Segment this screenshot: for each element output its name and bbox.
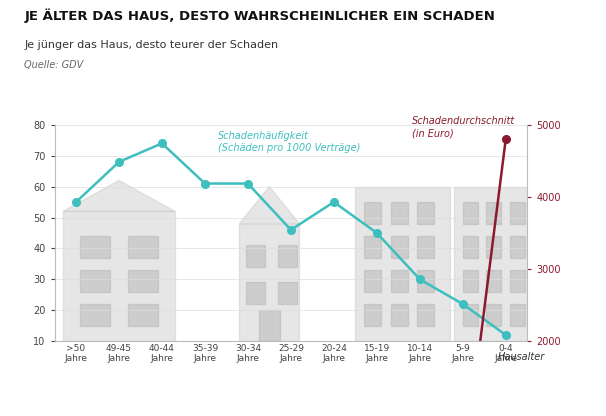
Bar [487,270,501,292]
Bar [246,245,265,267]
Bar [246,282,265,304]
Bar [278,282,298,304]
Bar [239,224,299,341]
Text: Schadendurchschnitt
(in Euro): Schadendurchschnitt (in Euro) [412,116,515,138]
Polygon shape [63,181,175,211]
Bar [81,270,110,292]
Bar [510,202,525,224]
Bar [364,304,381,326]
Text: Je jünger das Haus, desto teurer der Schaden: Je jünger das Haus, desto teurer der Sch… [24,40,278,50]
Bar [463,304,478,326]
Bar [463,202,478,224]
Bar [364,270,381,292]
Bar [417,270,435,292]
Bar [510,270,525,292]
Bar [487,304,501,326]
Bar [454,187,540,341]
Bar [417,202,435,224]
Bar [391,236,408,258]
Bar [510,304,525,326]
Bar [391,270,408,292]
Bar [487,236,501,258]
Bar [391,202,408,224]
Bar [278,245,298,267]
Polygon shape [239,187,299,224]
Bar [128,236,158,258]
Bar [128,304,158,326]
Bar [417,304,435,326]
Bar [128,270,158,292]
Bar [487,202,501,224]
Bar [81,236,110,258]
Text: JE ÄLTER DAS HAUS, DESTO WAHRSCHEINLICHER EIN SCHADEN: JE ÄLTER DAS HAUS, DESTO WAHRSCHEINLICHE… [24,8,495,23]
Bar [510,236,525,258]
Bar [417,236,435,258]
Text: Schadenhäufigkeit
(Schäden pro 1000 Verträge): Schadenhäufigkeit (Schäden pro 1000 Vert… [218,131,360,153]
Bar [364,236,381,258]
Bar [63,211,175,341]
Bar [81,304,110,326]
Bar [259,310,280,341]
Bar [391,304,408,326]
Text: Quelle: GDV: Quelle: GDV [24,60,84,70]
Bar [355,187,450,341]
Text: Hausalter: Hausalter [498,352,545,362]
Bar [463,270,478,292]
Bar [364,202,381,224]
Bar [463,236,478,258]
